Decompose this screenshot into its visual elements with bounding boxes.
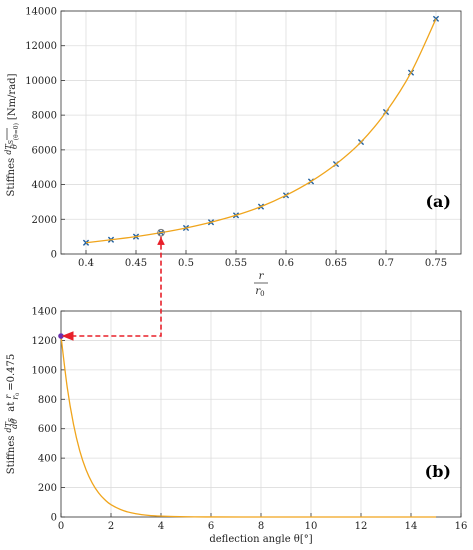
y-label-frac-num-sub: S bbox=[8, 140, 15, 144]
y-tick-label: 14000 bbox=[25, 7, 57, 18]
panel-label-b: (b) bbox=[425, 462, 451, 481]
y-label-frac-den: dθ bbox=[10, 419, 19, 429]
x-tick-label: 0.6 bbox=[278, 258, 294, 269]
chart-panel-b: 0 2 4 6 8 10 12 14 16 0 200 400 600 800 1000 1200 1400 (b… bbox=[4, 307, 467, 546]
y-tick-label: 12000 bbox=[25, 41, 57, 52]
y-tick-label: 600 bbox=[38, 424, 57, 435]
x-label-den-r: r bbox=[255, 286, 261, 297]
y-tick-label: 800 bbox=[38, 395, 57, 406]
y-label-frac-num-sub: S bbox=[8, 418, 15, 422]
y-tick-label: 10000 bbox=[25, 76, 57, 87]
data-point-marker bbox=[432, 15, 440, 22]
y-label-r0: r bbox=[11, 395, 20, 400]
y-axis-label-b: Stiffnes dTSdθ at rr0 =0.475 bbox=[4, 354, 21, 475]
connector-start-head bbox=[157, 237, 165, 245]
y-label-r0-sub: 0 bbox=[15, 393, 21, 396]
x-tick-label: 6 bbox=[208, 521, 214, 532]
y-tick-label: 1200 bbox=[32, 336, 57, 347]
y-tick-label: 400 bbox=[38, 454, 57, 465]
chart-panel-a: 0.4 0.45 0.5 0.55 0.6 0.65 0.7 0.75 0 2000 4000 600… bbox=[4, 7, 462, 298]
y-label-at: at bbox=[6, 399, 17, 415]
x-tick-label: 2 bbox=[108, 521, 114, 532]
y-tick-label: 4000 bbox=[32, 180, 57, 191]
y-label-frac-num: dT bbox=[4, 144, 13, 155]
y-label-eval: (θ=0) bbox=[13, 123, 20, 140]
x-axis-label-b: deflection angle θ[°] bbox=[209, 534, 312, 545]
x-tick-label: 10 bbox=[305, 521, 318, 532]
x-tick-label: 0.45 bbox=[125, 258, 147, 269]
y-label-text: Stiffnes bbox=[6, 432, 17, 474]
y-label-text: Stiffnes bbox=[6, 155, 17, 197]
x-tick-label: 0.4 bbox=[78, 258, 94, 269]
y-tick-label: 0 bbox=[51, 513, 57, 524]
x-tick-label: 4 bbox=[158, 521, 164, 532]
x-label-den-sub: 0 bbox=[260, 290, 264, 298]
connector-arrowhead bbox=[61, 331, 74, 341]
x-tick-label: 0.5 bbox=[178, 258, 194, 269]
y-tick-label: 8000 bbox=[32, 111, 57, 122]
y-label-value: =0.475 bbox=[6, 354, 17, 391]
connector-arrow bbox=[61, 236, 165, 341]
x-tick-label: 0.7 bbox=[378, 258, 394, 269]
y-tick-label: 200 bbox=[38, 483, 57, 494]
highlight-circle bbox=[157, 228, 165, 237]
y-label-unit: [Nm/rad] bbox=[7, 73, 18, 120]
x-label-den: r0 bbox=[255, 286, 264, 298]
x-label-num: r bbox=[259, 271, 265, 282]
x-tick-label: 12 bbox=[355, 521, 368, 532]
y-tick-label: 1000 bbox=[32, 365, 57, 376]
y-tick-label: 0 bbox=[51, 250, 57, 261]
x-tick-label: 0 bbox=[58, 521, 64, 532]
x-tick-label: 0.65 bbox=[325, 258, 347, 269]
y-label-frac-den: θ bbox=[10, 144, 19, 149]
y-axis-label-a: Stiffnes dTSθ (θ=0) [Nm/rad] bbox=[4, 73, 20, 196]
x-tick-label: 16 bbox=[455, 521, 468, 532]
connector-dashed-line bbox=[69, 236, 162, 337]
data-point-marker bbox=[82, 239, 90, 246]
x-tick-label: 8 bbox=[258, 521, 264, 532]
y-label-r: r bbox=[4, 394, 13, 399]
y-label-frac-num: dT bbox=[4, 421, 13, 432]
y-tick-label: 1400 bbox=[32, 307, 57, 318]
x-tick-label: 0.55 bbox=[225, 258, 247, 269]
y-tick-label: 6000 bbox=[32, 145, 57, 156]
x-tick-label: 0.75 bbox=[425, 258, 447, 269]
x-tick-label: 14 bbox=[405, 521, 418, 532]
series-line bbox=[85, 18, 437, 244]
plot-frame bbox=[60, 10, 462, 255]
y-tick-label: 2000 bbox=[32, 215, 57, 226]
series-line bbox=[60, 335, 436, 518]
panel-label-a: (a) bbox=[425, 192, 451, 211]
